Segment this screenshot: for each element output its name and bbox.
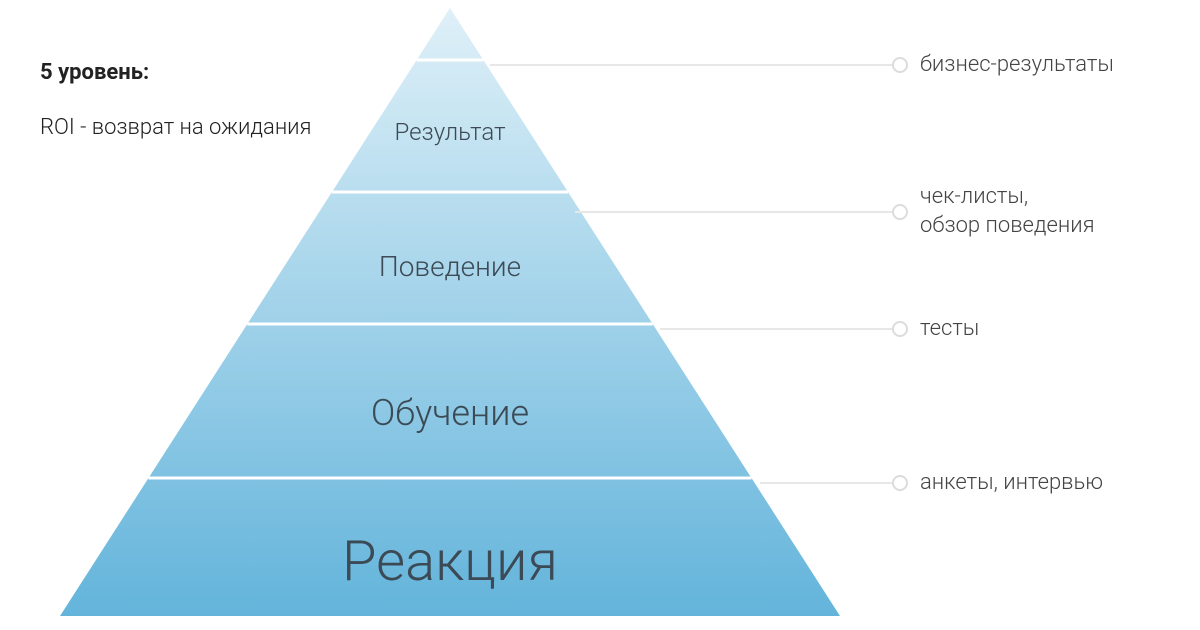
annotation-line <box>575 211 892 213</box>
annotation: бизнес-результаты <box>490 51 1114 80</box>
annotation: чек-листы, обзор поведения <box>575 183 1095 240</box>
annotation-text: тесты <box>920 315 979 344</box>
annotation-line <box>660 328 892 330</box>
annotation-text: анкеты, интервью <box>920 469 1103 498</box>
pyramid-svg <box>0 0 1200 630</box>
annotation-dot-icon <box>892 57 908 73</box>
annotation-dot-icon <box>892 204 908 220</box>
annotation: тесты <box>660 315 979 344</box>
annotation-line <box>490 64 892 66</box>
annotation: анкеты, интервью <box>760 469 1103 498</box>
annotation-text: бизнес-результаты <box>920 51 1114 80</box>
annotation-text: чек-листы, обзор поведения <box>920 183 1095 240</box>
annotation-dot-icon <box>892 321 908 337</box>
annotation-line <box>760 482 892 484</box>
annotation-dot-icon <box>892 475 908 491</box>
